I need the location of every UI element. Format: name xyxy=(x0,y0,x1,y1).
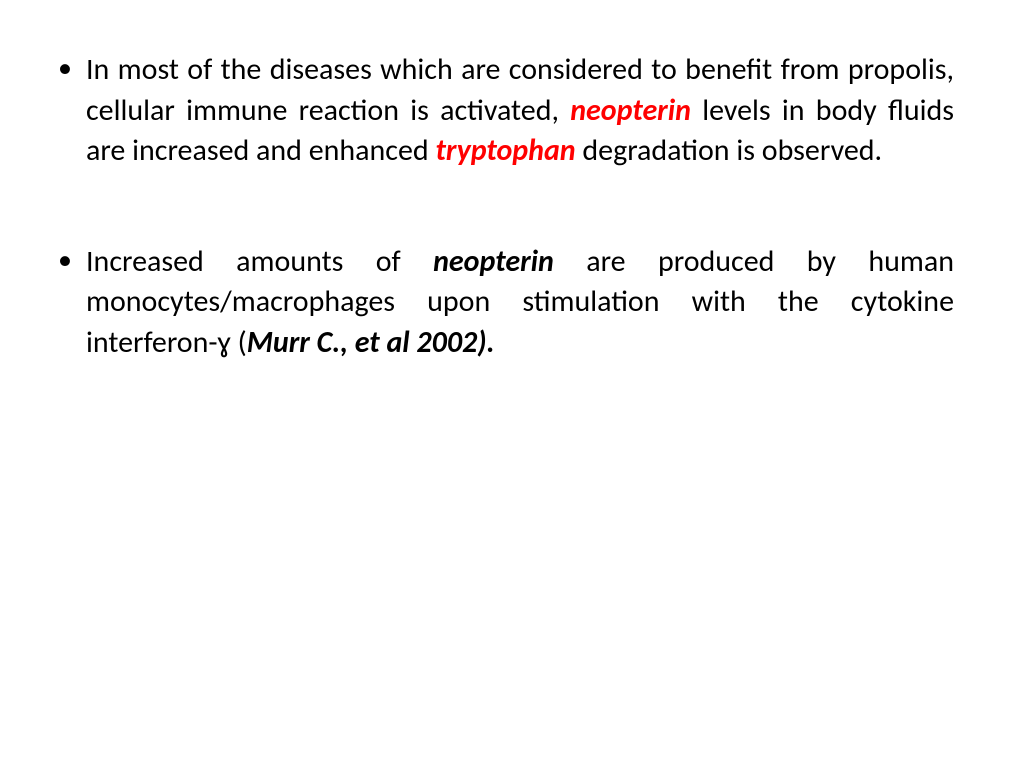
highlighted-term: neopterin xyxy=(570,92,691,129)
bullet-item: In most of the diseases which are consid… xyxy=(50,50,954,172)
emphasis-term: Murr C., et al 2002). xyxy=(247,324,495,361)
slide: In most of the diseases which are consid… xyxy=(0,0,1024,768)
highlighted-term: tryptophan xyxy=(435,132,575,169)
emphasis-term: neopterin xyxy=(433,243,554,280)
paragraph: In most of the diseases which are consid… xyxy=(86,50,954,172)
bullet-list: In most of the diseases which are consid… xyxy=(50,50,954,363)
paragraph: Increased amounts of neopterin are produ… xyxy=(86,242,954,364)
text-run: degradation is observed. xyxy=(576,132,883,169)
bullet-item: Increased amounts of neopterin are produ… xyxy=(50,242,954,364)
text-run: Increased amounts of xyxy=(86,243,433,280)
